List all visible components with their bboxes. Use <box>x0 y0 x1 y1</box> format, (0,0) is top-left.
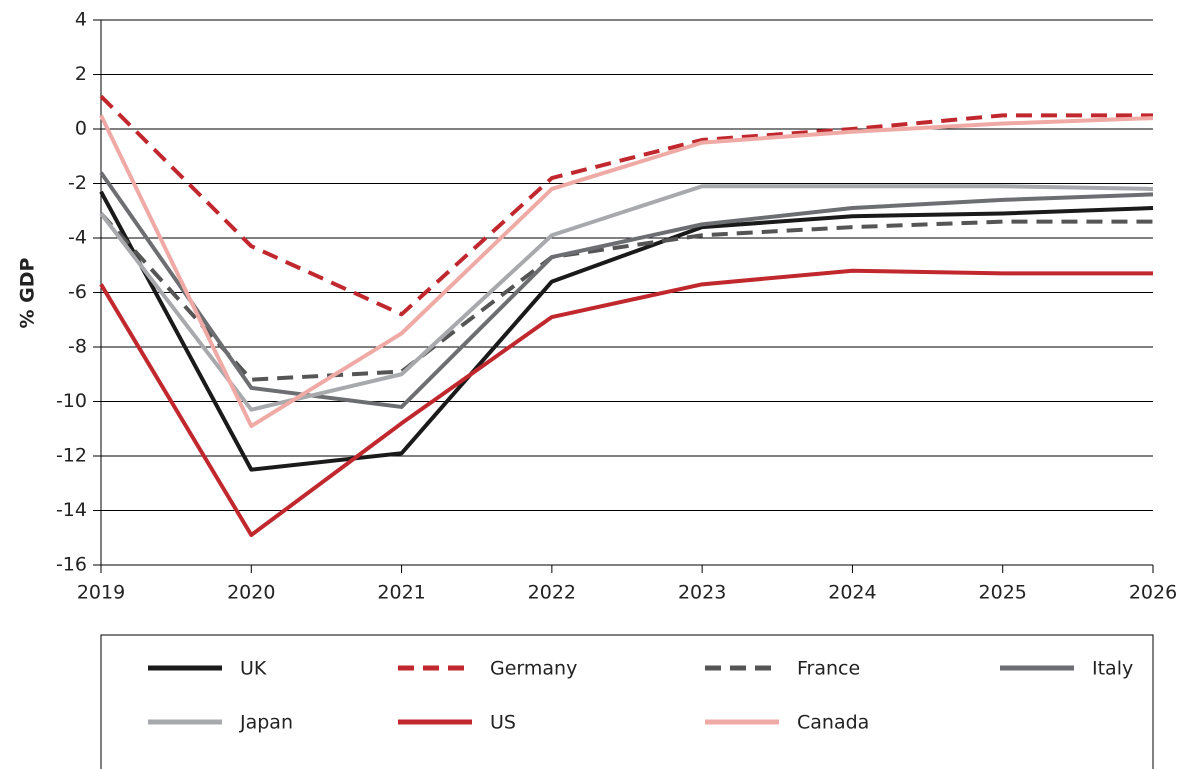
x-tick-label: 2026 <box>1129 582 1177 604</box>
legend-label: Italy <box>1092 658 1133 680</box>
y-tick-label: -2 <box>68 172 87 194</box>
legend-label: Canada <box>797 712 869 734</box>
y-tick-label: -6 <box>68 281 87 303</box>
y-tick-label: 2 <box>75 63 87 85</box>
y-tick-label: 4 <box>75 9 87 31</box>
series-line <box>99 268 1153 538</box>
series-line <box>99 171 1154 409</box>
legend-label: Japan <box>239 712 293 734</box>
x-tick-label: 2023 <box>678 582 726 604</box>
legend-box <box>100 634 1154 769</box>
y-tick-label: -12 <box>56 445 87 467</box>
legend-label: France <box>797 658 860 680</box>
x-tick-label: 2020 <box>227 582 275 604</box>
y-tick-label: -14 <box>56 499 87 521</box>
y-tick-label: -4 <box>68 227 87 249</box>
series-line <box>99 94 1153 317</box>
y-axis-title: % GDP <box>17 257 39 328</box>
series-line <box>99 212 1153 382</box>
legend-label: US <box>490 712 516 734</box>
x-tick-label: 2019 <box>77 582 125 604</box>
y-tick-label: -8 <box>68 336 87 358</box>
legend-label: UK <box>240 658 267 680</box>
y-tick-label: -10 <box>56 390 87 412</box>
x-tick-label: 2022 <box>528 582 576 604</box>
series-line <box>99 114 1154 429</box>
legend-label: Germany <box>490 658 577 680</box>
x-tick-label: 2024 <box>828 582 876 604</box>
series-line <box>99 184 1154 412</box>
series-line <box>99 190 1154 472</box>
x-tick-label: 2021 <box>377 582 425 604</box>
x-tick-label: 2025 <box>979 582 1027 604</box>
y-tick-label: 0 <box>75 118 87 140</box>
y-tick-label: -16 <box>56 554 87 576</box>
